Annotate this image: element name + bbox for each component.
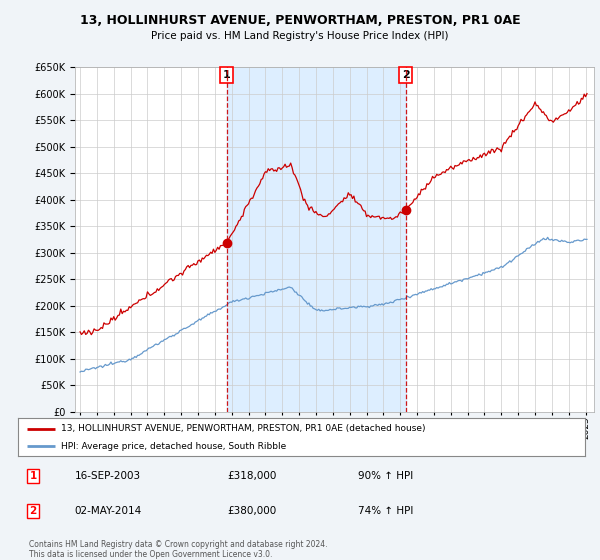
Text: 1: 1 — [223, 70, 230, 80]
Text: 2: 2 — [402, 70, 410, 80]
Text: £318,000: £318,000 — [228, 471, 277, 481]
Text: 16-SEP-2003: 16-SEP-2003 — [75, 471, 141, 481]
Text: 90% ↑ HPI: 90% ↑ HPI — [358, 471, 413, 481]
Bar — [227, 67, 406, 412]
Text: Price paid vs. HM Land Registry's House Price Index (HPI): Price paid vs. HM Land Registry's House … — [151, 31, 449, 41]
Text: Contains HM Land Registry data © Crown copyright and database right 2024.
This d: Contains HM Land Registry data © Crown c… — [29, 540, 328, 559]
Text: £380,000: £380,000 — [228, 506, 277, 516]
Text: 1: 1 — [29, 471, 37, 481]
Text: 2: 2 — [29, 506, 37, 516]
Text: 13, HOLLINHURST AVENUE, PENWORTHAM, PRESTON, PR1 0AE: 13, HOLLINHURST AVENUE, PENWORTHAM, PRES… — [80, 14, 520, 27]
Text: 13, HOLLINHURST AVENUE, PENWORTHAM, PRESTON, PR1 0AE (detached house): 13, HOLLINHURST AVENUE, PENWORTHAM, PRES… — [61, 424, 425, 433]
Text: 02-MAY-2014: 02-MAY-2014 — [75, 506, 142, 516]
Text: 74% ↑ HPI: 74% ↑ HPI — [358, 506, 413, 516]
Text: HPI: Average price, detached house, South Ribble: HPI: Average price, detached house, Sout… — [61, 442, 286, 451]
